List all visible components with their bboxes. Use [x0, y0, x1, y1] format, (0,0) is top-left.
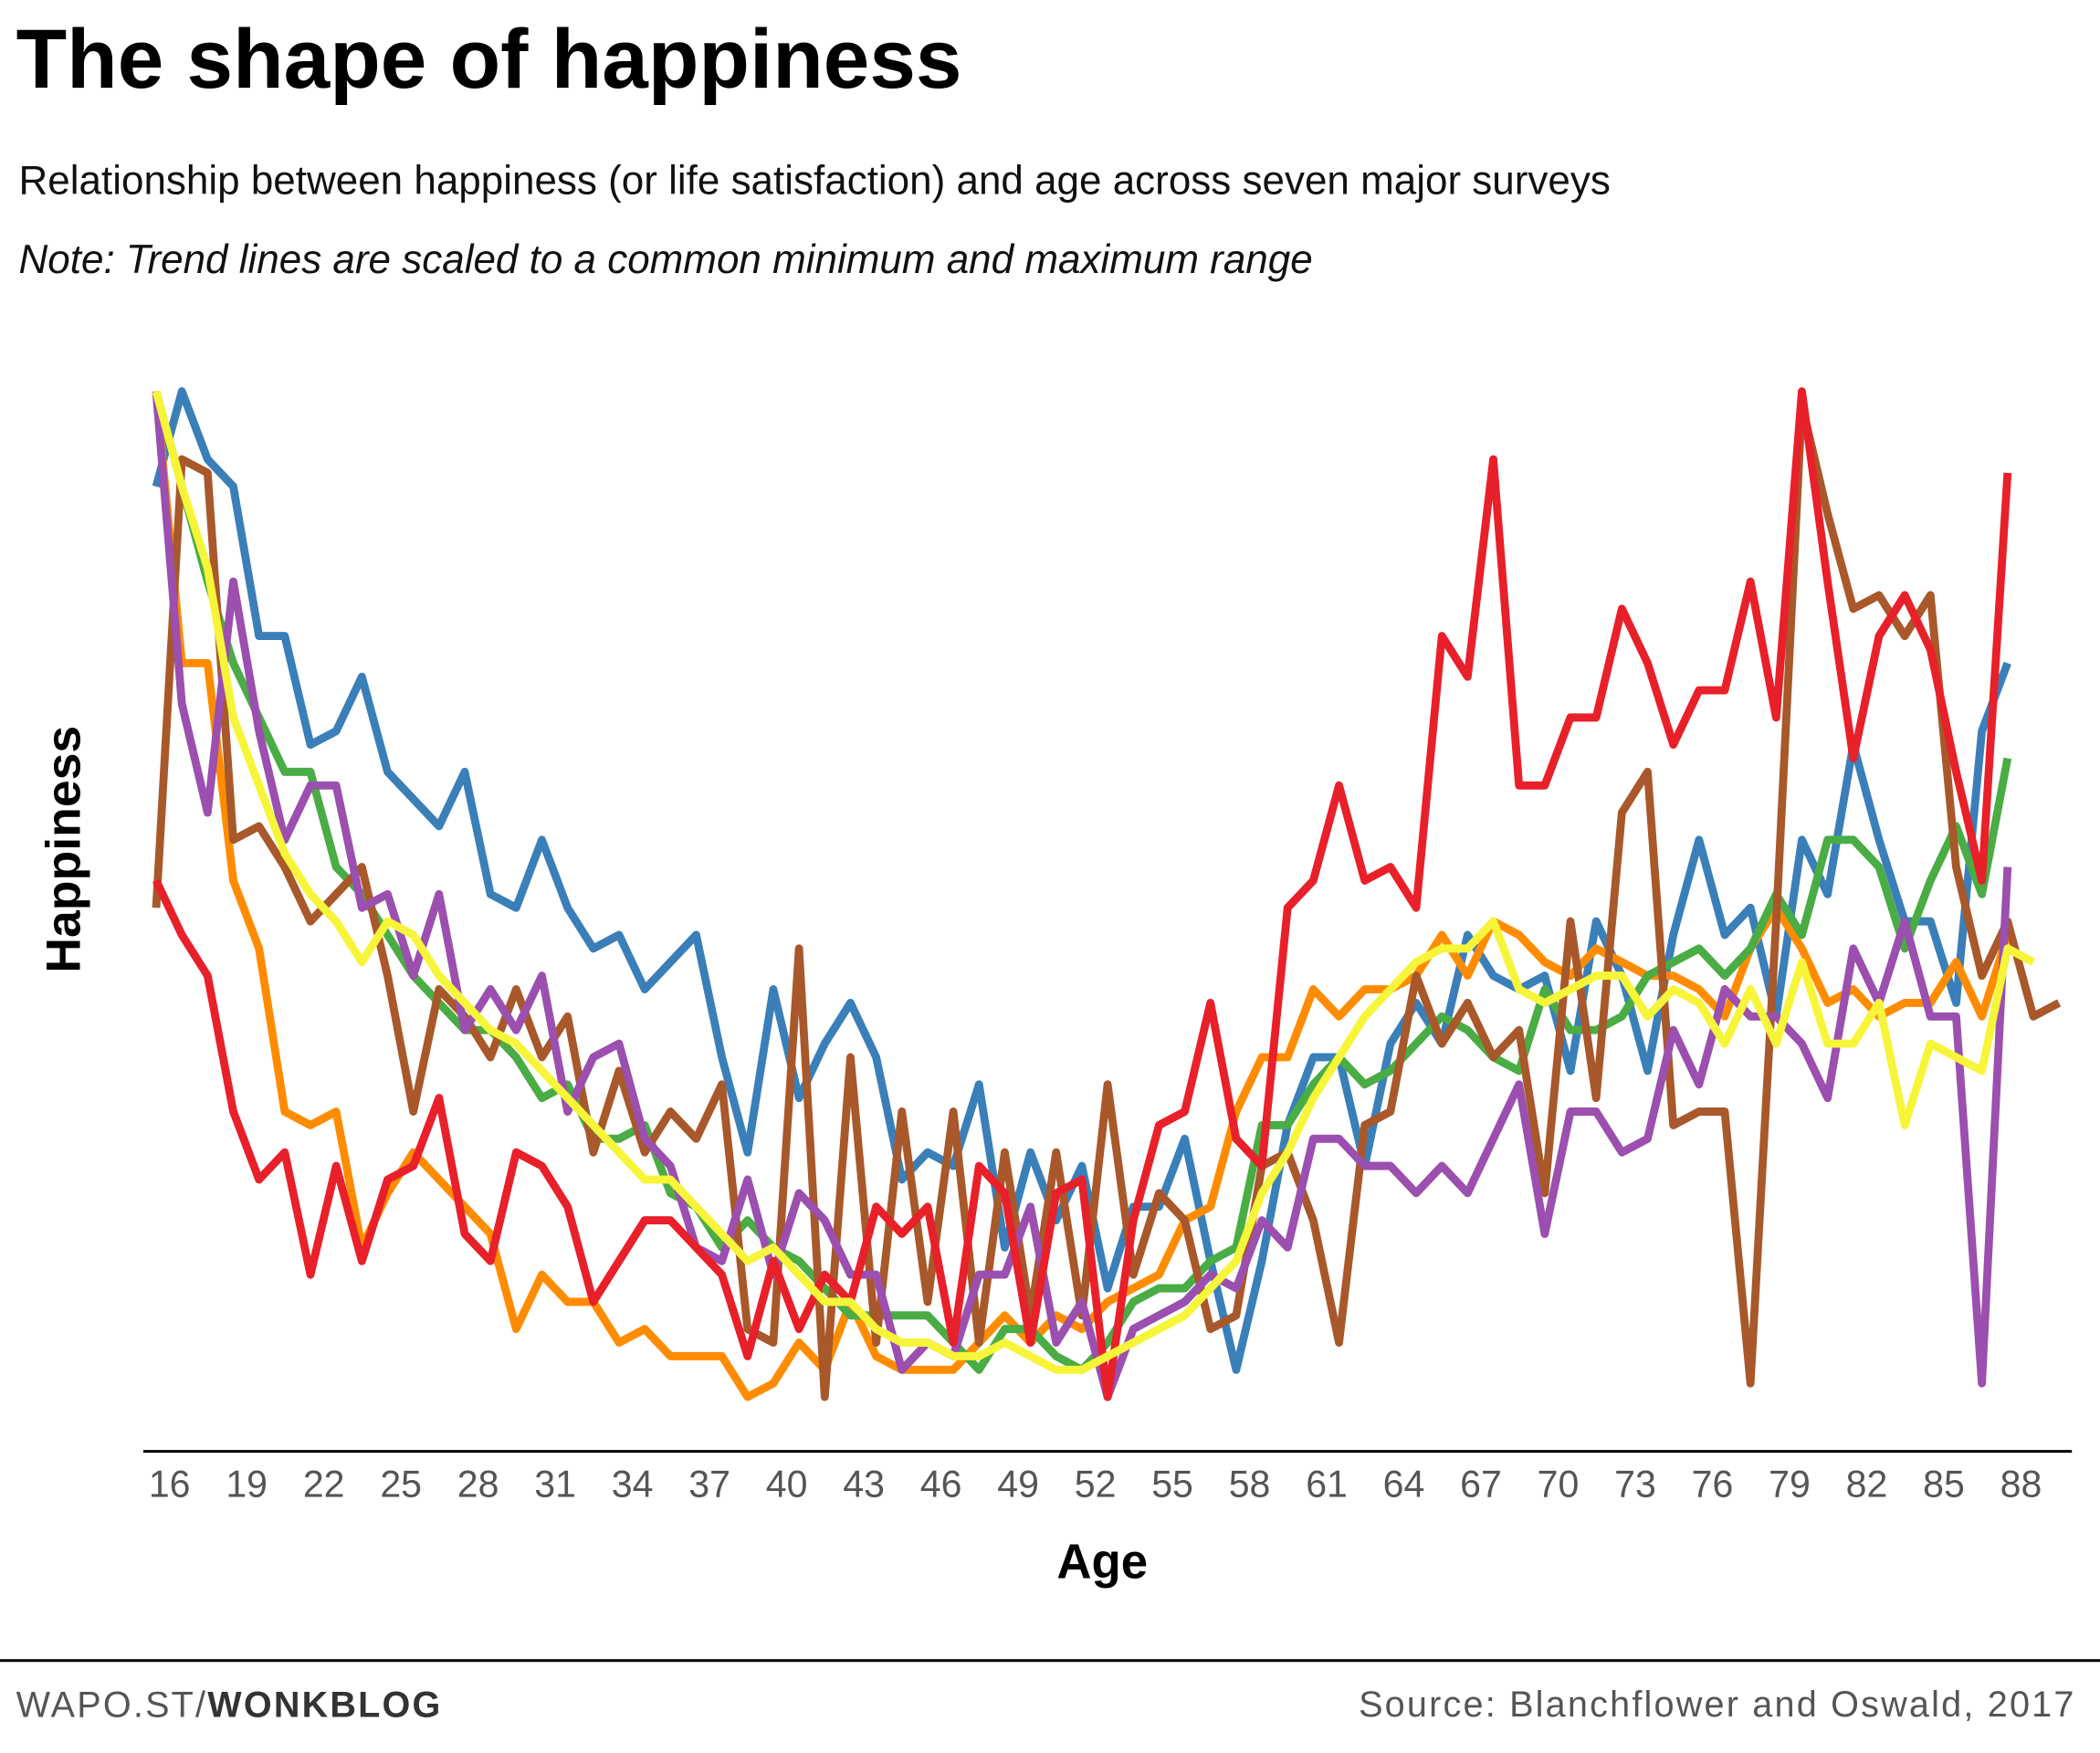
credit: WAPO.ST/WONKBLOG — [16, 1685, 443, 1725]
x-tick-label: 31 — [534, 1463, 576, 1505]
x-tick-label: 16 — [149, 1463, 191, 1505]
x-axis-label: Age — [1056, 1535, 1148, 1589]
note: Note: Trend lines are scaled to a common… — [19, 237, 1313, 282]
x-tick-label: 28 — [457, 1463, 499, 1505]
chart-title: The shape of happiness — [16, 12, 962, 106]
series-line — [152, 391, 2011, 1401]
x-tick-label: 19 — [226, 1463, 268, 1505]
x-tick-label: 58 — [1229, 1463, 1271, 1505]
source: Source: Blanchflower and Oswald, 2017 — [1359, 1685, 2076, 1725]
x-tick-label: 61 — [1306, 1463, 1348, 1505]
series-line — [152, 390, 2012, 1374]
series-line — [152, 391, 2012, 1401]
x-tick-label: 34 — [612, 1463, 654, 1505]
y-axis-label: Happiness — [37, 726, 91, 973]
x-tick-label: 46 — [920, 1463, 962, 1505]
series-line — [152, 390, 2035, 1374]
x-tick-label: 73 — [1614, 1463, 1656, 1505]
x-tick-label: 85 — [1923, 1463, 1965, 1505]
x-tick-label: 82 — [1846, 1463, 1888, 1505]
x-tick-label: 76 — [1692, 1463, 1734, 1505]
x-tick-label: 64 — [1383, 1463, 1425, 1505]
series-line — [152, 387, 2012, 1401]
x-tick-label: 37 — [688, 1463, 730, 1505]
x-tick-label: 70 — [1538, 1463, 1580, 1505]
x-tick-label: 25 — [380, 1463, 422, 1505]
x-tick-label: 67 — [1460, 1463, 1502, 1505]
credit-prefix: WAPO.ST/ — [16, 1685, 208, 1725]
credit-brand: WONKBLOG — [207, 1685, 442, 1725]
x-tick-label: 79 — [1769, 1463, 1811, 1505]
x-tick-label: 40 — [766, 1463, 808, 1505]
x-tick-label: 88 — [2000, 1463, 2042, 1505]
subtitle: Relationship between happiness (or life … — [19, 158, 1611, 203]
x-tick-label: 49 — [997, 1463, 1039, 1505]
series-line — [152, 387, 2011, 1374]
x-tick-label: 22 — [303, 1463, 345, 1505]
x-tick-label: 43 — [843, 1463, 885, 1505]
series-line — [152, 401, 2062, 1401]
x-tick-label: 55 — [1151, 1463, 1193, 1505]
x-tick-label: 52 — [1075, 1463, 1117, 1505]
